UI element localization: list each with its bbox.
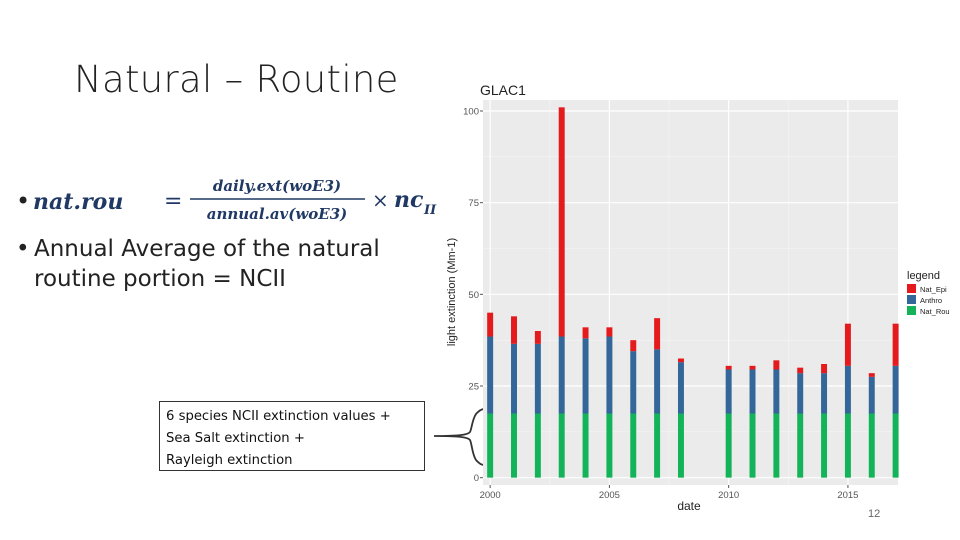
bar-nat-rou xyxy=(749,413,756,478)
bar-nat-rou xyxy=(892,413,899,478)
bar-nat-rou xyxy=(677,413,684,478)
y-tick-label: 50 xyxy=(468,290,479,301)
bar-nat-epi xyxy=(797,367,804,374)
bar-nat-rou xyxy=(797,413,804,478)
bullet-dot: • xyxy=(16,236,30,262)
legend-key-nat-rou xyxy=(907,306,916,315)
slide-title: Natural – Routine xyxy=(74,58,399,101)
y-tick-label: 100 xyxy=(463,107,479,118)
bars xyxy=(487,107,899,478)
bar-nat-epi xyxy=(844,323,851,366)
bar-anthro xyxy=(821,373,828,414)
bar-nat-epi xyxy=(582,327,589,339)
bar-nat-rou xyxy=(511,413,517,478)
legend-label: Anthro xyxy=(920,296,942,305)
formula-bullet: • xyxy=(16,187,30,215)
y-axis-label: light extinction (Mm-1) xyxy=(446,238,458,346)
bar-anthro xyxy=(773,369,780,414)
bar-nat-rou xyxy=(606,413,613,478)
bar-anthro xyxy=(534,343,541,414)
bar-nat-rou xyxy=(630,413,637,478)
x-axis-label: date xyxy=(677,499,701,513)
formula-denominator: annual.av(woE3) xyxy=(207,205,348,223)
bar-anthro xyxy=(630,351,637,414)
legend-label: Nat_Rou xyxy=(920,307,950,316)
bar-nat-epi xyxy=(677,358,684,363)
bar-nat-rou xyxy=(558,413,565,478)
x-tick-label: 2000 xyxy=(480,490,501,501)
chart-title: GLAC1 xyxy=(480,82,526,98)
bar-anthro xyxy=(677,362,684,414)
bar-nat-rou xyxy=(773,413,780,478)
formula-times: × xyxy=(372,188,389,212)
x-tick-label: 2015 xyxy=(837,490,858,501)
page-number: 12 xyxy=(868,508,881,520)
bar-anthro xyxy=(654,349,661,414)
extinction-chart: GLAC1 0 25 50 75 100 2000 2005 2010 2015 date li… xyxy=(446,82,950,513)
bar-nat-rou xyxy=(487,413,494,478)
legend: legend Nat_Epi Anthro Nat_Rou xyxy=(907,270,950,316)
bar-nat-epi xyxy=(892,323,899,366)
formula-lhs: nat.rou xyxy=(33,189,123,215)
x-tick-label: 2010 xyxy=(718,490,739,501)
legend-key-nat-epi xyxy=(907,284,916,293)
bar-nat-epi xyxy=(773,360,780,370)
bar-nat-rou xyxy=(582,413,589,478)
bar-anthro xyxy=(725,369,732,414)
bar-anthro xyxy=(797,373,804,414)
bullet-annual-average: • Annual Average of the natural routine … xyxy=(16,234,416,294)
legend-key-anthro xyxy=(907,295,916,304)
bar-nat-rou xyxy=(821,413,828,478)
bar-nat-epi xyxy=(630,340,637,352)
bar-anthro xyxy=(511,343,517,414)
callout-box: 6 species NCII extinction values + Sea S… xyxy=(159,401,425,471)
formula-equals: = xyxy=(164,189,182,214)
bar-nat-epi xyxy=(534,331,541,344)
callout-line-2: Sea Salt extinction + xyxy=(166,431,305,446)
bar-anthro xyxy=(582,338,589,414)
axes: 0 25 50 75 100 2000 2005 2010 2015 xyxy=(463,107,858,502)
bar-anthro xyxy=(606,336,613,414)
bar-anthro xyxy=(558,336,565,414)
bullet-text: Annual Average of the natural routine po… xyxy=(34,236,380,292)
bar-nat-epi xyxy=(558,107,565,337)
y-tick-label: 75 xyxy=(468,198,479,209)
bar-nat-rou xyxy=(868,413,875,478)
callout-line-1: 6 species NCII extinction values + xyxy=(166,409,391,424)
curly-brace xyxy=(433,407,499,467)
formula-factor: nc xyxy=(394,187,424,213)
bar-anthro xyxy=(892,365,899,414)
bar-nat-rou xyxy=(654,413,661,478)
callout-line-3: Rayleigh extinction xyxy=(166,453,293,468)
bar-nat-epi xyxy=(725,365,732,370)
bar-nat-rou xyxy=(725,413,732,478)
bar-nat-epi xyxy=(749,365,756,370)
bar-nat-epi xyxy=(511,316,517,344)
legend-label: Nat_Epi xyxy=(920,285,947,294)
formula-factor-sub: II xyxy=(423,203,437,218)
legend-title: legend xyxy=(907,270,940,282)
plot-panel xyxy=(483,100,898,485)
formula-numerator: daily.ext(woE3) xyxy=(213,177,341,195)
grid-lines xyxy=(483,100,898,485)
bar-anthro xyxy=(868,376,875,414)
x-tick-label: 2005 xyxy=(599,490,620,501)
bar-nat-rou xyxy=(844,413,851,478)
bar-nat-epi xyxy=(821,364,828,374)
bar-anthro xyxy=(749,369,756,414)
bar-nat-epi xyxy=(487,312,494,337)
bar-nat-rou xyxy=(534,413,541,478)
bar-anthro xyxy=(844,365,851,414)
bar-nat-epi xyxy=(654,318,661,350)
y-tick-label: 25 xyxy=(468,382,479,393)
y-tick-label: 0 xyxy=(474,473,479,484)
formula: • nat.rou = daily.ext(woE3) annual.av(wo… xyxy=(16,177,437,223)
bar-anthro xyxy=(487,336,494,414)
bar-nat-epi xyxy=(868,373,875,377)
bar-nat-epi xyxy=(606,327,613,337)
